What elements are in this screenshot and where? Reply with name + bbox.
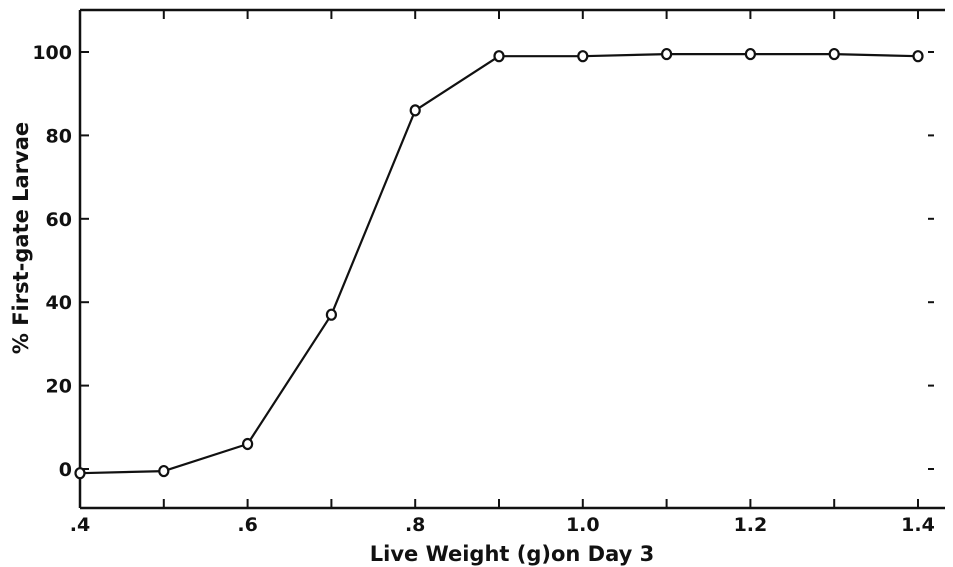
y-tick-label: 20 [46, 376, 72, 398]
x-tick-label: .4 [70, 514, 90, 536]
data-point [577, 50, 589, 63]
y-axis-ticks [80, 51, 934, 470]
data-point [912, 50, 924, 63]
y-axis-tick-labels: 0 20 40 60 80 100 [32, 42, 72, 481]
data-point [744, 47, 757, 61]
y-tick-label: 60 [46, 209, 72, 231]
data-point [74, 467, 86, 480]
data-point [242, 437, 254, 451]
x-axis-tick-labels: .4 .6 .8 1.0 1.2 1.4 [70, 514, 935, 536]
x-tick-label: 1.0 [566, 514, 600, 536]
data-point [493, 50, 505, 63]
series-line [79, 52, 919, 475]
y-tick-label: 80 [46, 125, 72, 147]
x-axis-ticks [79, 10, 919, 508]
data-point [660, 47, 673, 61]
series-group [74, 47, 924, 480]
y-tick-label: 100 [32, 42, 72, 64]
plot-frame [78, 8, 945, 510]
y-tick-label: 40 [46, 292, 72, 314]
data-point [325, 308, 337, 321]
x-axis-title: Live Weight (g)on Day 3 [370, 542, 655, 566]
data-point [828, 47, 840, 61]
data-point [158, 464, 170, 478]
y-tick-label: 0 [59, 459, 72, 481]
x-tick-label: .6 [237, 514, 257, 536]
y-axis-title: % First-gate Larvae [9, 122, 33, 354]
data-point [409, 104, 421, 117]
x-tick-label: .8 [405, 514, 425, 536]
x-tick-label: 1.4 [901, 514, 935, 536]
x-tick-label: 1.2 [734, 514, 768, 536]
